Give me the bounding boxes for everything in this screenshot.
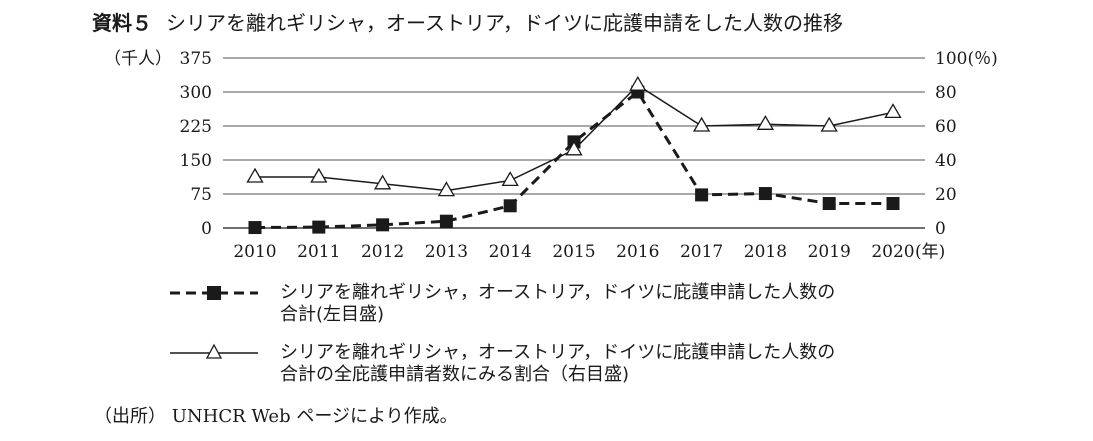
ratio-data-point xyxy=(437,181,456,197)
x-tick-label: 2012 xyxy=(361,242,404,262)
count-data-point xyxy=(376,218,390,232)
legend-ratio-line1: シリアを離れギリシャ，オーストリア，ドイツに庇護申請した人数の xyxy=(280,342,836,363)
left-tick-label: 225 xyxy=(180,117,212,137)
count-data-point xyxy=(822,197,836,211)
ratio-data-point xyxy=(629,75,647,91)
x-tick-label: 2013 xyxy=(425,242,468,262)
ratio-data-point xyxy=(756,114,775,130)
x-tick-label: 2015 xyxy=(552,242,595,262)
figure-title-text: シリアを離れギリシャ，オーストリア，ドイツに庇護申請をした人数の推移 xyxy=(166,11,843,35)
left-tick-label: 300 xyxy=(180,83,212,103)
left-axis-unit: （千人） xyxy=(104,49,172,69)
x-tick-label: 2011 xyxy=(297,242,340,262)
x-tick-label: 2016 xyxy=(616,242,659,262)
left-tick-label: 375 xyxy=(180,49,212,69)
count-data-point xyxy=(312,220,326,234)
legend-text-ratio: シリアを離れギリシャ，オーストリア，ドイツに庇護申請した人数の 合計の全庇護申請… xyxy=(280,342,835,386)
x-axis-unit: (年) xyxy=(915,242,945,262)
count-data-point xyxy=(758,187,772,201)
right-axis-unit: 100(％) xyxy=(935,49,998,69)
x-tick-label: 2018 xyxy=(744,242,787,262)
x-tick-label: 2020 xyxy=(871,242,914,262)
legend-text-count: シリアを離れギリシャ，オーストリア，ドイツに庇護申請した人数の 合計(左目盛) xyxy=(280,282,835,326)
chart-title: 資料５ シリアを離れギリシャ，オーストリア，ドイツに庇護申請をした人数の推移 xyxy=(92,7,843,36)
left-tick-label: 0 xyxy=(201,219,212,239)
right-tick-label: 20 xyxy=(935,185,957,205)
legend-solid-triangle-marker xyxy=(170,343,258,359)
count-data-point xyxy=(248,221,262,235)
legend-dashed-square-marker xyxy=(170,286,258,300)
x-tick-label: 2010 xyxy=(233,242,276,262)
right-tick-label: 60 xyxy=(935,117,957,137)
legend-ratio-line2: 合計の全庇護申請者数にみる割合（右目盛) xyxy=(280,364,630,385)
ratio-data-point xyxy=(373,174,392,190)
legend-item-count: シリアを離れギリシャ，オーストリア，ドイツに庇護申請した人数の 合計(左目盛) xyxy=(168,282,835,326)
legend-item-ratio: シリアを離れギリシャ，オーストリア，ドイツに庇護申請した人数の 合計の全庇護申請… xyxy=(168,342,835,386)
count-data-point xyxy=(886,197,900,211)
right-tick-label: 80 xyxy=(935,83,957,103)
ratio-data-point xyxy=(692,116,711,132)
count-data-point xyxy=(439,214,453,228)
ratio-data-point xyxy=(884,103,902,119)
ratio-data-point xyxy=(310,167,328,183)
ratio-data-point xyxy=(246,167,264,183)
source-note: （出所） UNHCR Web ページにより作成。 xyxy=(94,406,458,427)
figure-label: 資料５ xyxy=(92,11,152,35)
x-tick-label: 2014 xyxy=(489,242,532,262)
right-tick-label: 0 xyxy=(935,219,946,239)
legend-count-line2: 合計(左目盛) xyxy=(280,304,385,325)
left-tick-label: 75 xyxy=(190,185,212,205)
left-tick-label: 150 xyxy=(180,151,212,171)
x-tick-label: 2017 xyxy=(680,242,723,262)
ratio-data-point xyxy=(565,140,583,156)
legend-count-line1: シリアを離れギリシャ，オーストリア，ドイツに庇護申請した人数の xyxy=(280,282,836,303)
ratio-data-point xyxy=(501,171,519,187)
right-tick-label: 40 xyxy=(935,151,957,171)
ratio-data-point xyxy=(820,116,838,132)
x-tick-label: 2019 xyxy=(808,242,851,262)
line-chart: 0 75 150 225 300 375 （千人） 0 20 40 60 80 100(％) 2010 20… xyxy=(104,49,998,262)
count-data-point xyxy=(503,199,517,213)
count-data-point xyxy=(695,188,709,202)
